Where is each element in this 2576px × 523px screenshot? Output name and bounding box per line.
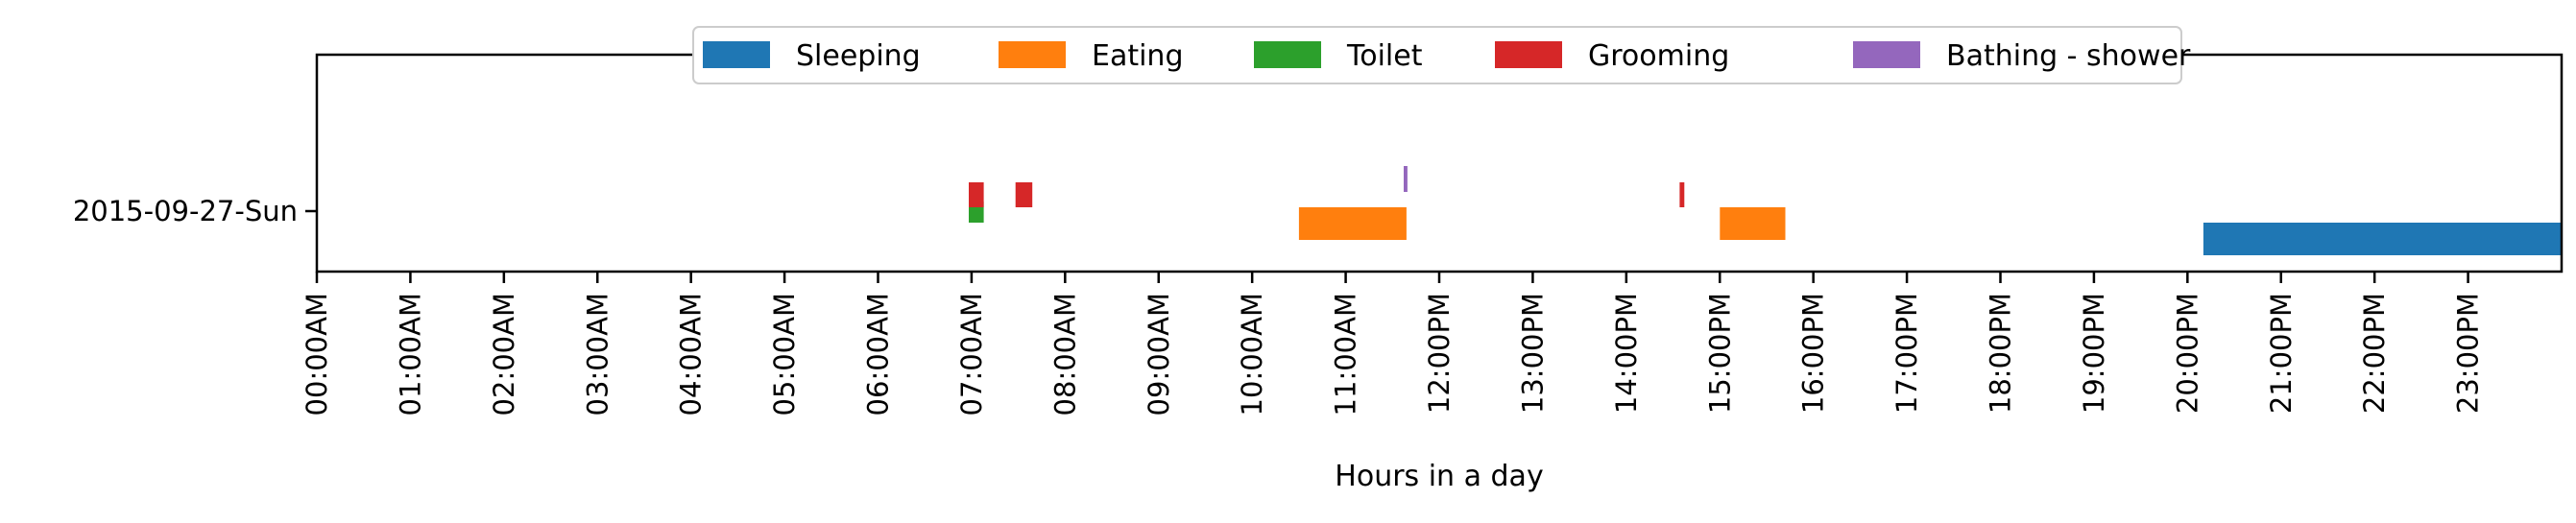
x-tick-label: 11:00AM	[1330, 293, 1362, 416]
x-tick-label: 01:00AM	[394, 293, 426, 416]
x-tick-label: 23:00PM	[2452, 293, 2485, 414]
bar-sleeping-0	[2203, 223, 2562, 255]
x-tick-label: 00:00AM	[301, 293, 333, 416]
x-tick-label: 12:00PM	[1423, 293, 1456, 414]
x-tick-label: 07:00AM	[955, 293, 988, 416]
bar-eating-0	[1298, 207, 1407, 240]
legend-label: Eating	[1092, 39, 1184, 73]
bar-grooming-2	[1679, 182, 1685, 207]
legend-swatch	[999, 41, 1066, 68]
x-tick-label: 05:00AM	[768, 293, 801, 416]
legend-label: Toilet	[1346, 39, 1423, 73]
x-tick-label: 03:00AM	[581, 293, 614, 416]
x-tick-label: 21:00PM	[2265, 293, 2298, 414]
x-tick-label: 06:00AM	[862, 293, 895, 416]
x-tick-label: 17:00PM	[1890, 293, 1923, 414]
bar-bathing-shower-0	[1404, 166, 1408, 192]
bar-grooming-0	[969, 182, 984, 207]
x-tick-label: 08:00AM	[1048, 293, 1081, 416]
x-tick-label: 18:00PM	[1985, 293, 2017, 414]
x-axis-label: Hours in a day	[1335, 460, 1543, 493]
legend-swatch	[1495, 41, 1562, 68]
legend-label: Sleeping	[796, 39, 921, 73]
x-tick-label: 09:00AM	[1143, 293, 1175, 416]
legend-swatch	[1254, 41, 1321, 68]
x-tick-label: 20:00PM	[2171, 293, 2203, 414]
bar-eating-1	[1720, 207, 1786, 240]
legend-swatch	[1853, 41, 1920, 68]
legend-label: Grooming	[1588, 39, 1729, 73]
x-tick-label: 22:00PM	[2358, 293, 2391, 414]
legend: Sleeping Eating Toilet Grooming Bathing - sh…	[692, 26, 2191, 84]
legend-swatch	[703, 41, 770, 68]
x-tick-label: 02:00AM	[488, 293, 520, 416]
x-tick-label: 14:00PM	[1610, 293, 1643, 414]
x-tick-label: 04:00AM	[675, 293, 708, 416]
x-tick-label: 15:00PM	[1703, 293, 1736, 414]
x-tick-label: 13:00PM	[1516, 293, 1549, 414]
y-tick-label: 2015-09-27-Sun	[73, 195, 298, 227]
x-tick-label: 10:00AM	[1236, 293, 1268, 416]
bar-grooming-1	[1015, 182, 1033, 207]
x-axis: 00:00AM 01:00AM 02:00AM 03:00AM 04:00AM 05:00…	[301, 272, 2485, 416]
bars-layer	[969, 166, 2562, 255]
y-axis: 2015-09-27-Sun	[73, 195, 317, 227]
legend-label: Bathing - shower	[1946, 39, 2191, 73]
x-tick-label: 16:00PM	[1797, 293, 1830, 414]
legend-box	[692, 26, 2182, 84]
x-tick-label: 19:00PM	[2078, 293, 2110, 414]
